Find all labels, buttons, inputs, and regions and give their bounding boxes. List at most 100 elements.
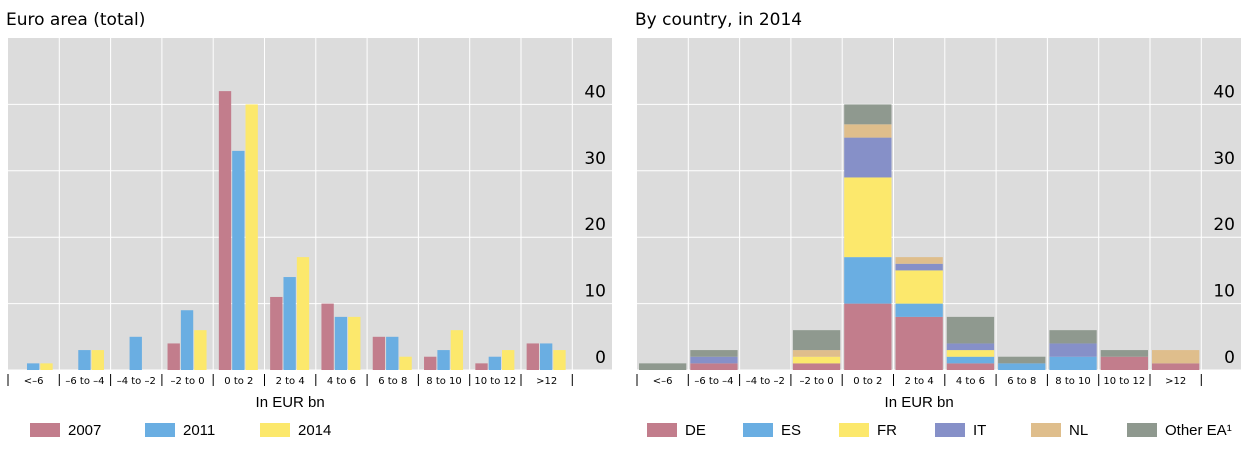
bar [475, 363, 488, 370]
legend-label: 2014 [298, 422, 331, 439]
bar-segment [998, 363, 1046, 370]
chart-title: By country, in 2014 [635, 10, 802, 30]
bar [180, 310, 194, 370]
bar-segment [639, 363, 687, 370]
x-tick-label: –4 to –2 [117, 376, 156, 387]
bar [167, 343, 180, 370]
bar [245, 104, 258, 371]
bar-segment [844, 177, 892, 258]
bar [129, 336, 142, 370]
bar-segment [844, 303, 892, 370]
y-tick-label: 30 [1213, 149, 1235, 169]
bar-segment [844, 137, 892, 178]
x-tick-label: 0 to 2 [224, 376, 253, 387]
legend-label: ES [781, 422, 801, 439]
bar [372, 336, 386, 370]
bar [283, 277, 296, 370]
legend-swatch [839, 423, 869, 437]
legend-swatch [260, 423, 290, 437]
legend-label: NL [1069, 422, 1088, 439]
bar-segment [946, 316, 995, 344]
bar-segment [1049, 343, 1097, 357]
bar [386, 336, 399, 370]
bar [502, 350, 515, 370]
x-tick-label: –6 to –4 [65, 376, 104, 387]
y-tick-label: 40 [584, 82, 606, 102]
bar [553, 350, 566, 370]
bar-segment [690, 350, 738, 357]
y-tick-label: 0 [595, 348, 606, 368]
bar-segment [895, 270, 943, 304]
legend-swatch [743, 423, 773, 437]
x-tick-label: –4 to –2 [746, 376, 785, 387]
bar [91, 350, 104, 370]
bar-segment [895, 303, 943, 317]
bar [321, 303, 334, 370]
bar [40, 363, 53, 370]
bar-segment [792, 363, 841, 370]
legend-label: DE [685, 422, 706, 439]
legend-label: 2011 [183, 422, 215, 439]
chart-title: Euro area (total) [6, 10, 145, 30]
x-axis-label: In EUR bn [256, 394, 325, 411]
y-tick-label: 30 [584, 149, 606, 169]
bar [450, 330, 464, 370]
x-tick-label: 4 to 6 [956, 376, 985, 387]
bar-segment [844, 104, 892, 125]
y-tick-label: 10 [1213, 282, 1235, 302]
bar [270, 296, 283, 370]
bar [348, 316, 361, 370]
x-tick-label: 2 to 4 [276, 376, 305, 387]
bar [334, 316, 348, 370]
legend-swatch [1127, 423, 1157, 437]
bar [26, 363, 40, 370]
legend-swatch [647, 423, 677, 437]
y-tick-label: 0 [1224, 348, 1235, 368]
bar-segment [895, 257, 943, 264]
x-tick-label: 6 to 8 [1007, 376, 1036, 387]
x-tick-label: 0 to 2 [853, 376, 882, 387]
legend-swatch [1031, 423, 1061, 437]
legend-swatch [145, 423, 175, 437]
bar-segment [690, 363, 738, 370]
bar [488, 356, 502, 370]
legend-label: 2007 [68, 422, 101, 439]
bar-segment [1100, 350, 1148, 357]
bar-segment [1049, 330, 1097, 344]
bar-segment [946, 343, 995, 351]
bar [399, 356, 412, 370]
x-tick-label: 6 to 8 [378, 376, 407, 387]
bar [539, 343, 553, 370]
legend-label: IT [973, 422, 986, 439]
legend-label: Other EA¹ [1165, 422, 1232, 439]
x-tick-label: 8 to 10 [426, 376, 461, 387]
bar-segment [1100, 356, 1148, 370]
x-tick-label: 8 to 10 [1055, 376, 1090, 387]
bar-segment [690, 356, 738, 364]
bar [218, 91, 232, 371]
bar [424, 356, 437, 370]
bar [296, 257, 310, 370]
bar [232, 150, 245, 370]
bar-segment [792, 356, 841, 364]
x-axis-label: In EUR bn [885, 394, 954, 411]
y-tick-label: 20 [1213, 215, 1235, 235]
bar-segment [998, 356, 1046, 364]
bar-segment [946, 356, 995, 364]
y-tick-label: 10 [584, 282, 606, 302]
x-tick-label: –6 to –4 [694, 376, 733, 387]
bar-segment [946, 350, 995, 357]
bar-segment [844, 124, 892, 138]
x-tick-label: –2 to 0 [799, 376, 833, 387]
x-tick-label: 2 to 4 [905, 376, 934, 387]
bar-segment [792, 330, 841, 351]
bar-segment [895, 316, 943, 370]
bar-segment [1049, 356, 1097, 370]
legend-swatch [935, 423, 965, 437]
x-tick-label: 4 to 6 [327, 376, 356, 387]
bar [194, 330, 207, 370]
y-tick-label: 20 [584, 215, 606, 235]
x-tick-label: 10 to 12 [1103, 376, 1145, 387]
y-tick-label: 40 [1213, 82, 1235, 102]
bar-segment [1152, 363, 1200, 370]
